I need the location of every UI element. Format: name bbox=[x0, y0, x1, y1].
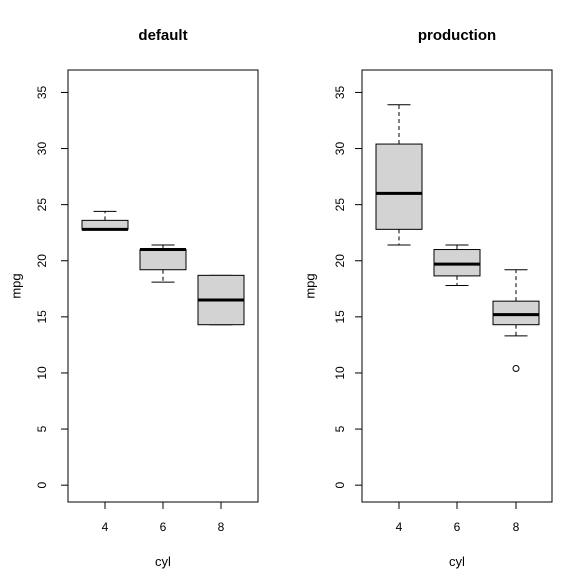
y-tick-label: 30 bbox=[35, 142, 49, 156]
y-tick-label: 30 bbox=[333, 142, 347, 156]
chart-title: default bbox=[138, 27, 187, 44]
y-tick-label: 10 bbox=[333, 366, 347, 380]
y-tick-label: 0 bbox=[35, 482, 49, 489]
box-8 bbox=[197, 274, 245, 326]
y-tick-label: 5 bbox=[35, 425, 49, 432]
box-4 bbox=[81, 210, 129, 231]
box-8 bbox=[492, 269, 540, 372]
y-tick-label: 15 bbox=[35, 310, 49, 324]
x-tick-label: 8 bbox=[513, 520, 520, 534]
y-tick-label: 25 bbox=[333, 198, 347, 212]
y-tick-label: 20 bbox=[35, 254, 49, 268]
outlier-point bbox=[512, 364, 520, 372]
y-tick-label: 35 bbox=[35, 85, 49, 99]
x-tick-label: 4 bbox=[396, 520, 403, 534]
x-tick-label: 8 bbox=[218, 520, 225, 534]
box-4 bbox=[375, 104, 423, 246]
y-tick-label: 0 bbox=[333, 482, 347, 489]
panel-1: default 0 5 10 15 20 25 30 35 4 6 8 cyl mpg bbox=[9, 27, 259, 569]
plot-frame bbox=[361, 69, 553, 503]
y-tick-label: 20 bbox=[333, 254, 347, 268]
x-axis-label: cyl bbox=[155, 554, 171, 569]
y-axis-label: mpg bbox=[303, 273, 318, 298]
x-tick-label: 6 bbox=[160, 520, 167, 534]
chart-title: production bbox=[418, 27, 496, 44]
iqr-box bbox=[492, 300, 540, 326]
y-axis-label: mpg bbox=[9, 273, 24, 298]
y-tick-label: 10 bbox=[35, 366, 49, 380]
iqr-box bbox=[375, 143, 423, 230]
x-axis-label: cyl bbox=[449, 554, 465, 569]
x-tick-label: 6 bbox=[454, 520, 461, 534]
box-6 bbox=[433, 244, 481, 286]
y-tick-label: 15 bbox=[333, 310, 347, 324]
box-6 bbox=[139, 244, 187, 283]
iqr-box bbox=[139, 249, 187, 271]
panel-2: production 0 5 10 15 20 25 30 35 4 6 8 cyl mpg bbox=[303, 27, 553, 569]
x-tick-label: 4 bbox=[102, 520, 109, 534]
y-tick-label: 5 bbox=[333, 425, 347, 432]
y-tick-label: 35 bbox=[333, 85, 347, 99]
y-tick-label: 25 bbox=[35, 198, 49, 212]
